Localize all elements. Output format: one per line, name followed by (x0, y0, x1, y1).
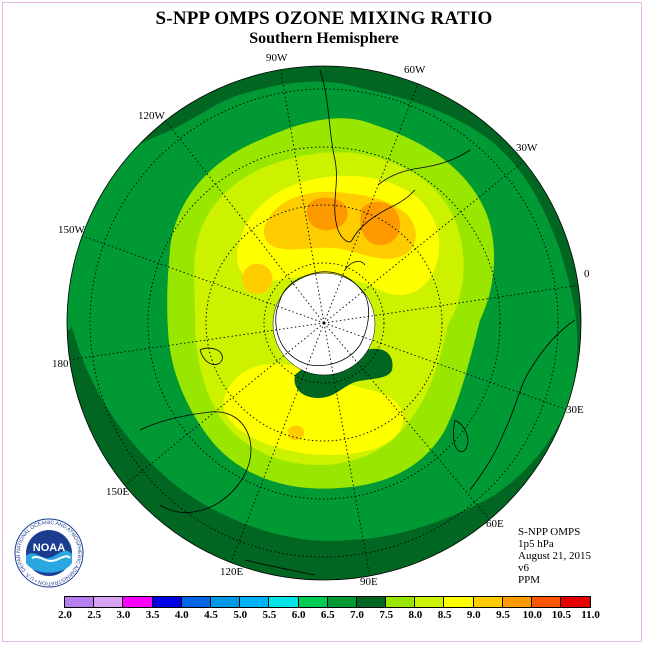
lon-label-150e: 150E (106, 486, 130, 498)
coastlines (139, 69, 576, 576)
instrument-label: S-NPP OMPS (518, 526, 581, 538)
colorbar-tick-label: 8.5 (437, 609, 452, 621)
colorbar-segment (415, 597, 445, 607)
lon-label-0: 0 (584, 268, 590, 280)
colorbar (64, 596, 592, 608)
info-block: S-NPP OMPS 1p5 hPa August 21, 2015 v6 PP… (518, 526, 591, 586)
colorbar-segment (356, 597, 387, 607)
noaa-logo: NATIONAL OCEANIC AND ATMOSPHERIC ADMINIS… (14, 518, 84, 588)
contour-level-7-pocket (294, 348, 393, 398)
colorbar-segment (269, 597, 299, 607)
lon-label-120e: 120E (220, 566, 244, 578)
colorbar-segment (473, 597, 503, 607)
colorbar-tick-label: 4.5 (204, 609, 218, 621)
colorbar-segment (123, 597, 153, 607)
map-subtitle: Southern Hemisphere (249, 30, 399, 47)
colorbar-tick-label: 6.0 (291, 609, 306, 621)
lon-label-30w: 30W (516, 142, 538, 154)
lon-label-150w: 150W (58, 224, 85, 236)
figure-frame (2, 2, 642, 642)
colorbar-segment (502, 597, 532, 607)
colorbar-tick-label: 9.0 (466, 609, 481, 621)
colorbar-tick-label: 2.0 (58, 609, 72, 621)
colorbar-segment (386, 597, 416, 607)
colorbar-tick-label: 7.0 (350, 609, 364, 621)
lon-label-120w: 120W (138, 110, 165, 122)
colorbar-tick-label: 5.0 (233, 609, 248, 621)
colorbar-tick-label: 6.5 (320, 609, 335, 621)
map-title: S-NPP OMPS OZONE MIXING RATIO (155, 8, 493, 29)
colorbar-tick-label: 3.0 (116, 609, 131, 621)
contour-level-6-5-west (67, 250, 76, 330)
colorbar-segment (210, 597, 241, 607)
lon-label-60w: 60W (404, 64, 426, 76)
colorbar-tick-label: 4.0 (174, 609, 189, 621)
colorbar-segment (444, 597, 474, 607)
colorbar-tick-label: 8.0 (408, 609, 423, 621)
colorbar-tick-label: 10.0 (522, 609, 542, 621)
map-boundary (66, 65, 582, 581)
colorbar-tick-label: 5.5 (262, 609, 277, 621)
colorbar-segment (327, 597, 357, 607)
contour-level-8-5-south (223, 363, 404, 455)
contour-level-9-west (242, 263, 273, 294)
pressure-level-label: 1p5 hPa (518, 538, 554, 550)
colorbar-tick-label: 2.5 (87, 609, 102, 621)
south-pole-point (322, 321, 326, 325)
colorbar-segment (532, 597, 562, 607)
version-label: v6 (518, 562, 529, 574)
graticule (67, 66, 581, 579)
ozone-field (67, 66, 581, 580)
date-label: August 21, 2015 (518, 550, 592, 562)
colorbar-segment (561, 597, 591, 607)
colorbar-tick-label: 3.5 (145, 609, 160, 621)
lon-label-30e: 30E (566, 404, 584, 416)
colorbar-segment (94, 597, 124, 607)
colorbar-tick-label: 7.5 (379, 609, 394, 621)
colorbar-tick-label: 10.5 (551, 609, 572, 621)
colorbar-tick-label: 11.0 (581, 609, 600, 621)
colorbar-segment (240, 597, 270, 607)
colorbar-segment (65, 597, 95, 607)
logo-text: NOAA (33, 542, 65, 554)
colorbar-segment (298, 597, 328, 607)
contour-level-9-south (288, 425, 305, 440)
colorbar-segment (152, 597, 182, 607)
units-label: PPM (518, 574, 541, 586)
lon-label-90w: 90W (266, 52, 288, 64)
colorbar-segment (181, 597, 211, 607)
colorbar-tick-label: 9.5 (496, 609, 510, 621)
lon-label-180: 180 (52, 358, 69, 370)
lon-label-90e: 90E (360, 576, 378, 588)
lon-label-60e: 60E (486, 518, 504, 530)
contour-level-9-5-b (360, 201, 400, 245)
